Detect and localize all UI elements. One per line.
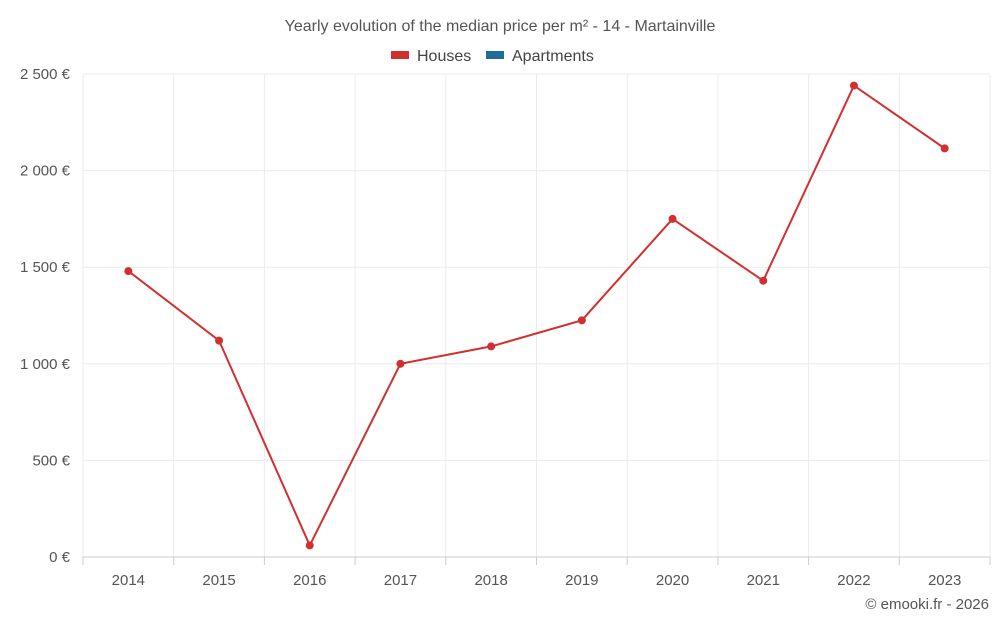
y-axis-ticks: 0 € 500 € 1 000 € 1 500 € 2 000 € 2 500 €	[20, 66, 71, 566]
y-tick-label: 2 500 €	[20, 66, 71, 83]
data-point-houses[interactable]	[940, 144, 949, 153]
data-point-houses[interactable]	[849, 81, 858, 90]
series	[124, 81, 949, 550]
data-point-houses[interactable]	[215, 336, 224, 345]
legend-swatch-houses	[391, 51, 409, 59]
data-point-houses[interactable]	[668, 214, 677, 223]
x-tick-label: 2020	[656, 572, 689, 589]
y-tick-label: 1 000 €	[20, 356, 71, 373]
y-tick-label: 2 000 €	[20, 163, 71, 180]
y-tick-label: 500 €	[32, 452, 70, 469]
x-tick-label: 2022	[837, 572, 870, 589]
series-line-houses	[127, 84, 946, 548]
data-point-houses[interactable]	[396, 359, 405, 368]
legend-label-houses: Houses	[417, 48, 471, 65]
data-point-houses[interactable]	[759, 276, 768, 285]
x-tick-label: 2014	[112, 572, 145, 589]
grid	[82, 73, 991, 557]
legend: Houses Apartments	[391, 48, 594, 65]
legend-item-houses[interactable]: Houses	[391, 48, 471, 65]
data-point-houses[interactable]	[577, 316, 586, 325]
y-tick-label: 1 500 €	[20, 259, 71, 276]
legend-label-apartments: Apartments	[512, 48, 594, 65]
chart-title: Yearly evolution of the median price per…	[285, 18, 716, 35]
data-point-houses[interactable]	[305, 541, 314, 550]
y-tick-label: 0 €	[49, 549, 71, 566]
x-tick-label: 2017	[384, 572, 417, 589]
data-point-houses[interactable]	[124, 267, 133, 276]
legend-item-apartments[interactable]: Apartments	[486, 48, 594, 65]
x-tick-label: 2019	[565, 572, 598, 589]
x-tick-label: 2021	[747, 572, 780, 589]
credit-text: © emooki.fr - 2026	[865, 596, 989, 613]
data-point-houses[interactable]	[487, 342, 496, 351]
legend-swatch-apartments	[486, 51, 504, 59]
x-tick-label: 2023	[928, 572, 961, 589]
x-tick-label: 2018	[474, 572, 507, 589]
x-tick-label: 2015	[202, 572, 235, 589]
x-tick-label: 2016	[293, 572, 326, 589]
x-axis-ticks: 2014 2015 2016 2017 2018 2019 2020 2021 2022 2023	[82, 557, 991, 589]
